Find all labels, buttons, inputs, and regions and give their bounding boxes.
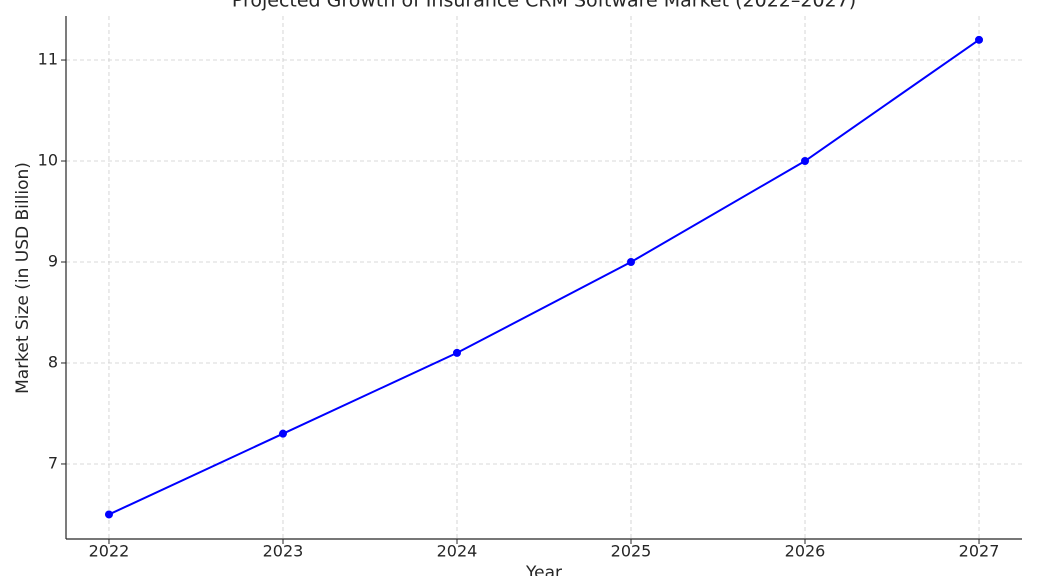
- data-point: [278, 429, 287, 438]
- x-tick-label: 2022: [89, 542, 130, 561]
- y-tick-label: 9: [48, 251, 58, 270]
- data-point: [452, 348, 461, 357]
- x-tick-label: 2023: [263, 542, 304, 561]
- x-tick-label: 2027: [959, 542, 1000, 561]
- y-tick-label: 10: [38, 151, 58, 170]
- data-point: [104, 510, 113, 519]
- x-axis-label: Year: [525, 563, 562, 576]
- y-tick-label: 8: [48, 352, 58, 371]
- y-tick-label: 7: [48, 453, 58, 472]
- chart-title: Projected Growth of Insurance CRM Softwa…: [232, 0, 856, 12]
- data-point: [627, 257, 636, 266]
- x-tick-label: 2024: [437, 542, 478, 561]
- data-point: [801, 157, 810, 166]
- x-tick-label: 2025: [611, 542, 652, 561]
- x-tick-label: 2026: [785, 542, 826, 561]
- y-tick-label: 11: [38, 50, 58, 69]
- data-point: [975, 35, 984, 44]
- y-axis-label: Market Size (in USD Billion): [13, 162, 33, 394]
- data-line: [108, 39, 980, 516]
